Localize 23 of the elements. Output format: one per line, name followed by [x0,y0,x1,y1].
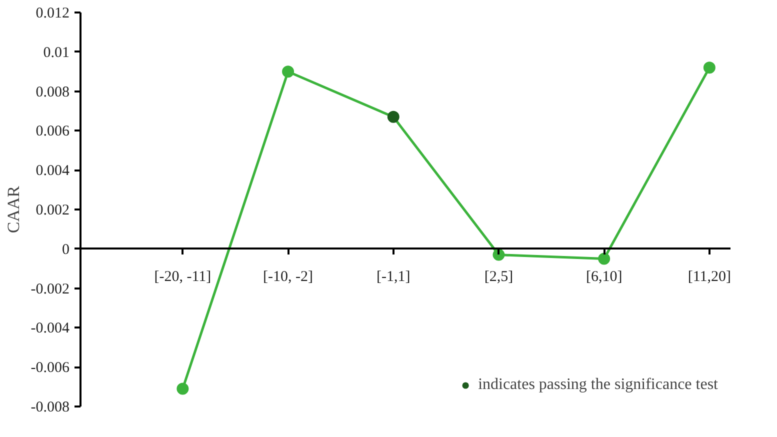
y-tick-label: -0.008 [30,400,70,416]
y-tick-label: 0.002 [36,202,70,218]
y-axis-title: CAAR [4,185,23,234]
x-tick-label: [11,20] [688,268,732,285]
y-tick-label: -0.006 [30,360,70,376]
y-tick-label: 0 [62,242,70,258]
x-tick-label: [-20, -11] [154,268,212,285]
x-tick-label: [-10, -2] [263,268,314,285]
y-tick-label: -0.002 [30,281,70,298]
x-tick-label: [2,5] [484,268,514,285]
legend-label: indicates passing the significance test [478,376,718,394]
y-tick-label: 0.008 [36,84,70,100]
y-tick-label: 0.006 [36,124,70,140]
y-tick-label: 0.01 [43,44,70,61]
x-tick-label: [-1,1] [376,268,410,285]
point [282,66,294,78]
y-tick-label: 0.012 [36,6,70,22]
y-tick-label: -0.004 [30,320,70,337]
point [598,252,610,265]
point [176,382,189,395]
x-tick-label: [6,10] [586,268,622,285]
y-tick-label: 0.004 [36,163,70,180]
point [703,62,716,74]
